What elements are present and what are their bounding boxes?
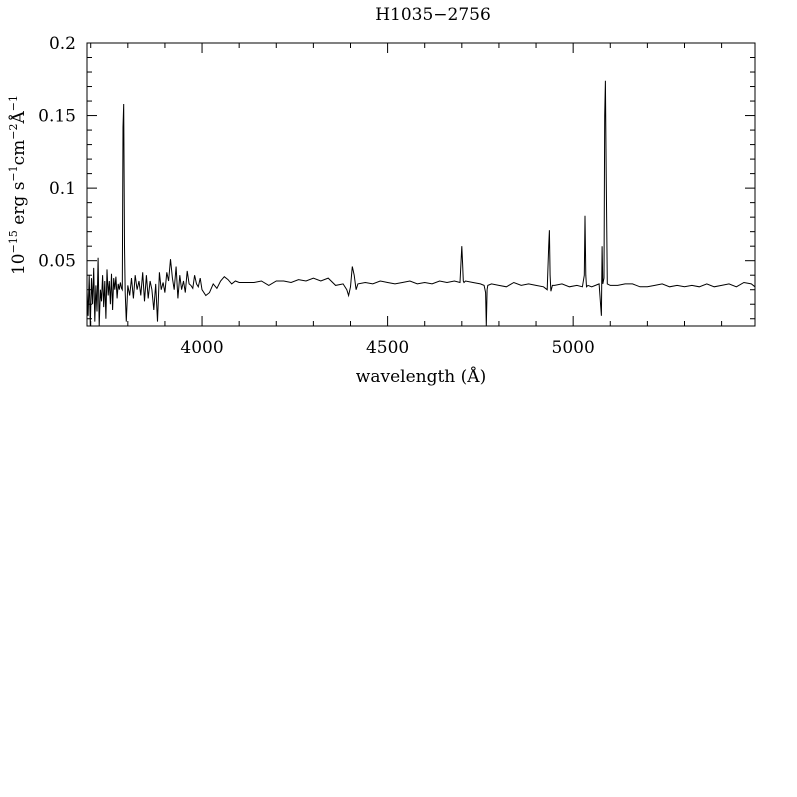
x-tick-label: 5000 — [552, 338, 595, 358]
plot-frame — [86, 42, 756, 327]
y-label-exp-1: −15 — [7, 230, 20, 253]
x-tick-label: 4000 — [180, 338, 223, 358]
y-label-part-3: Å — [8, 110, 29, 124]
y-label-part-1: erg s — [9, 182, 29, 231]
y-tick-label: 0.1 — [49, 179, 76, 199]
y-tick-label: 0.2 — [49, 34, 76, 54]
y-label-exp-4: −1 — [7, 95, 20, 111]
y-label-part-2: cm — [9, 140, 29, 166]
y-label-exp-3: −2 — [7, 123, 20, 139]
y-tick-label: 0.05 — [38, 252, 76, 272]
x-tick-label: 4500 — [366, 338, 409, 358]
y-tick-labels: 0.05 0.1 0.15 0.2 — [38, 34, 76, 272]
y-label-prefix: 10 — [9, 253, 29, 275]
y-label-exp-2: −1 — [7, 165, 20, 181]
spectrum-line — [86, 80, 756, 327]
x-axis-label: wavelength (Å) — [356, 366, 486, 387]
chart-title: H1035−2756 — [375, 5, 491, 25]
x-tick-labels: 4000 4500 5000 — [180, 338, 594, 358]
y-tick-label: 0.15 — [38, 107, 76, 127]
axis-ticks — [87, 42, 755, 326]
y-axis-label: 10−15 erg s−1cm−2Å−1 — [7, 95, 29, 275]
